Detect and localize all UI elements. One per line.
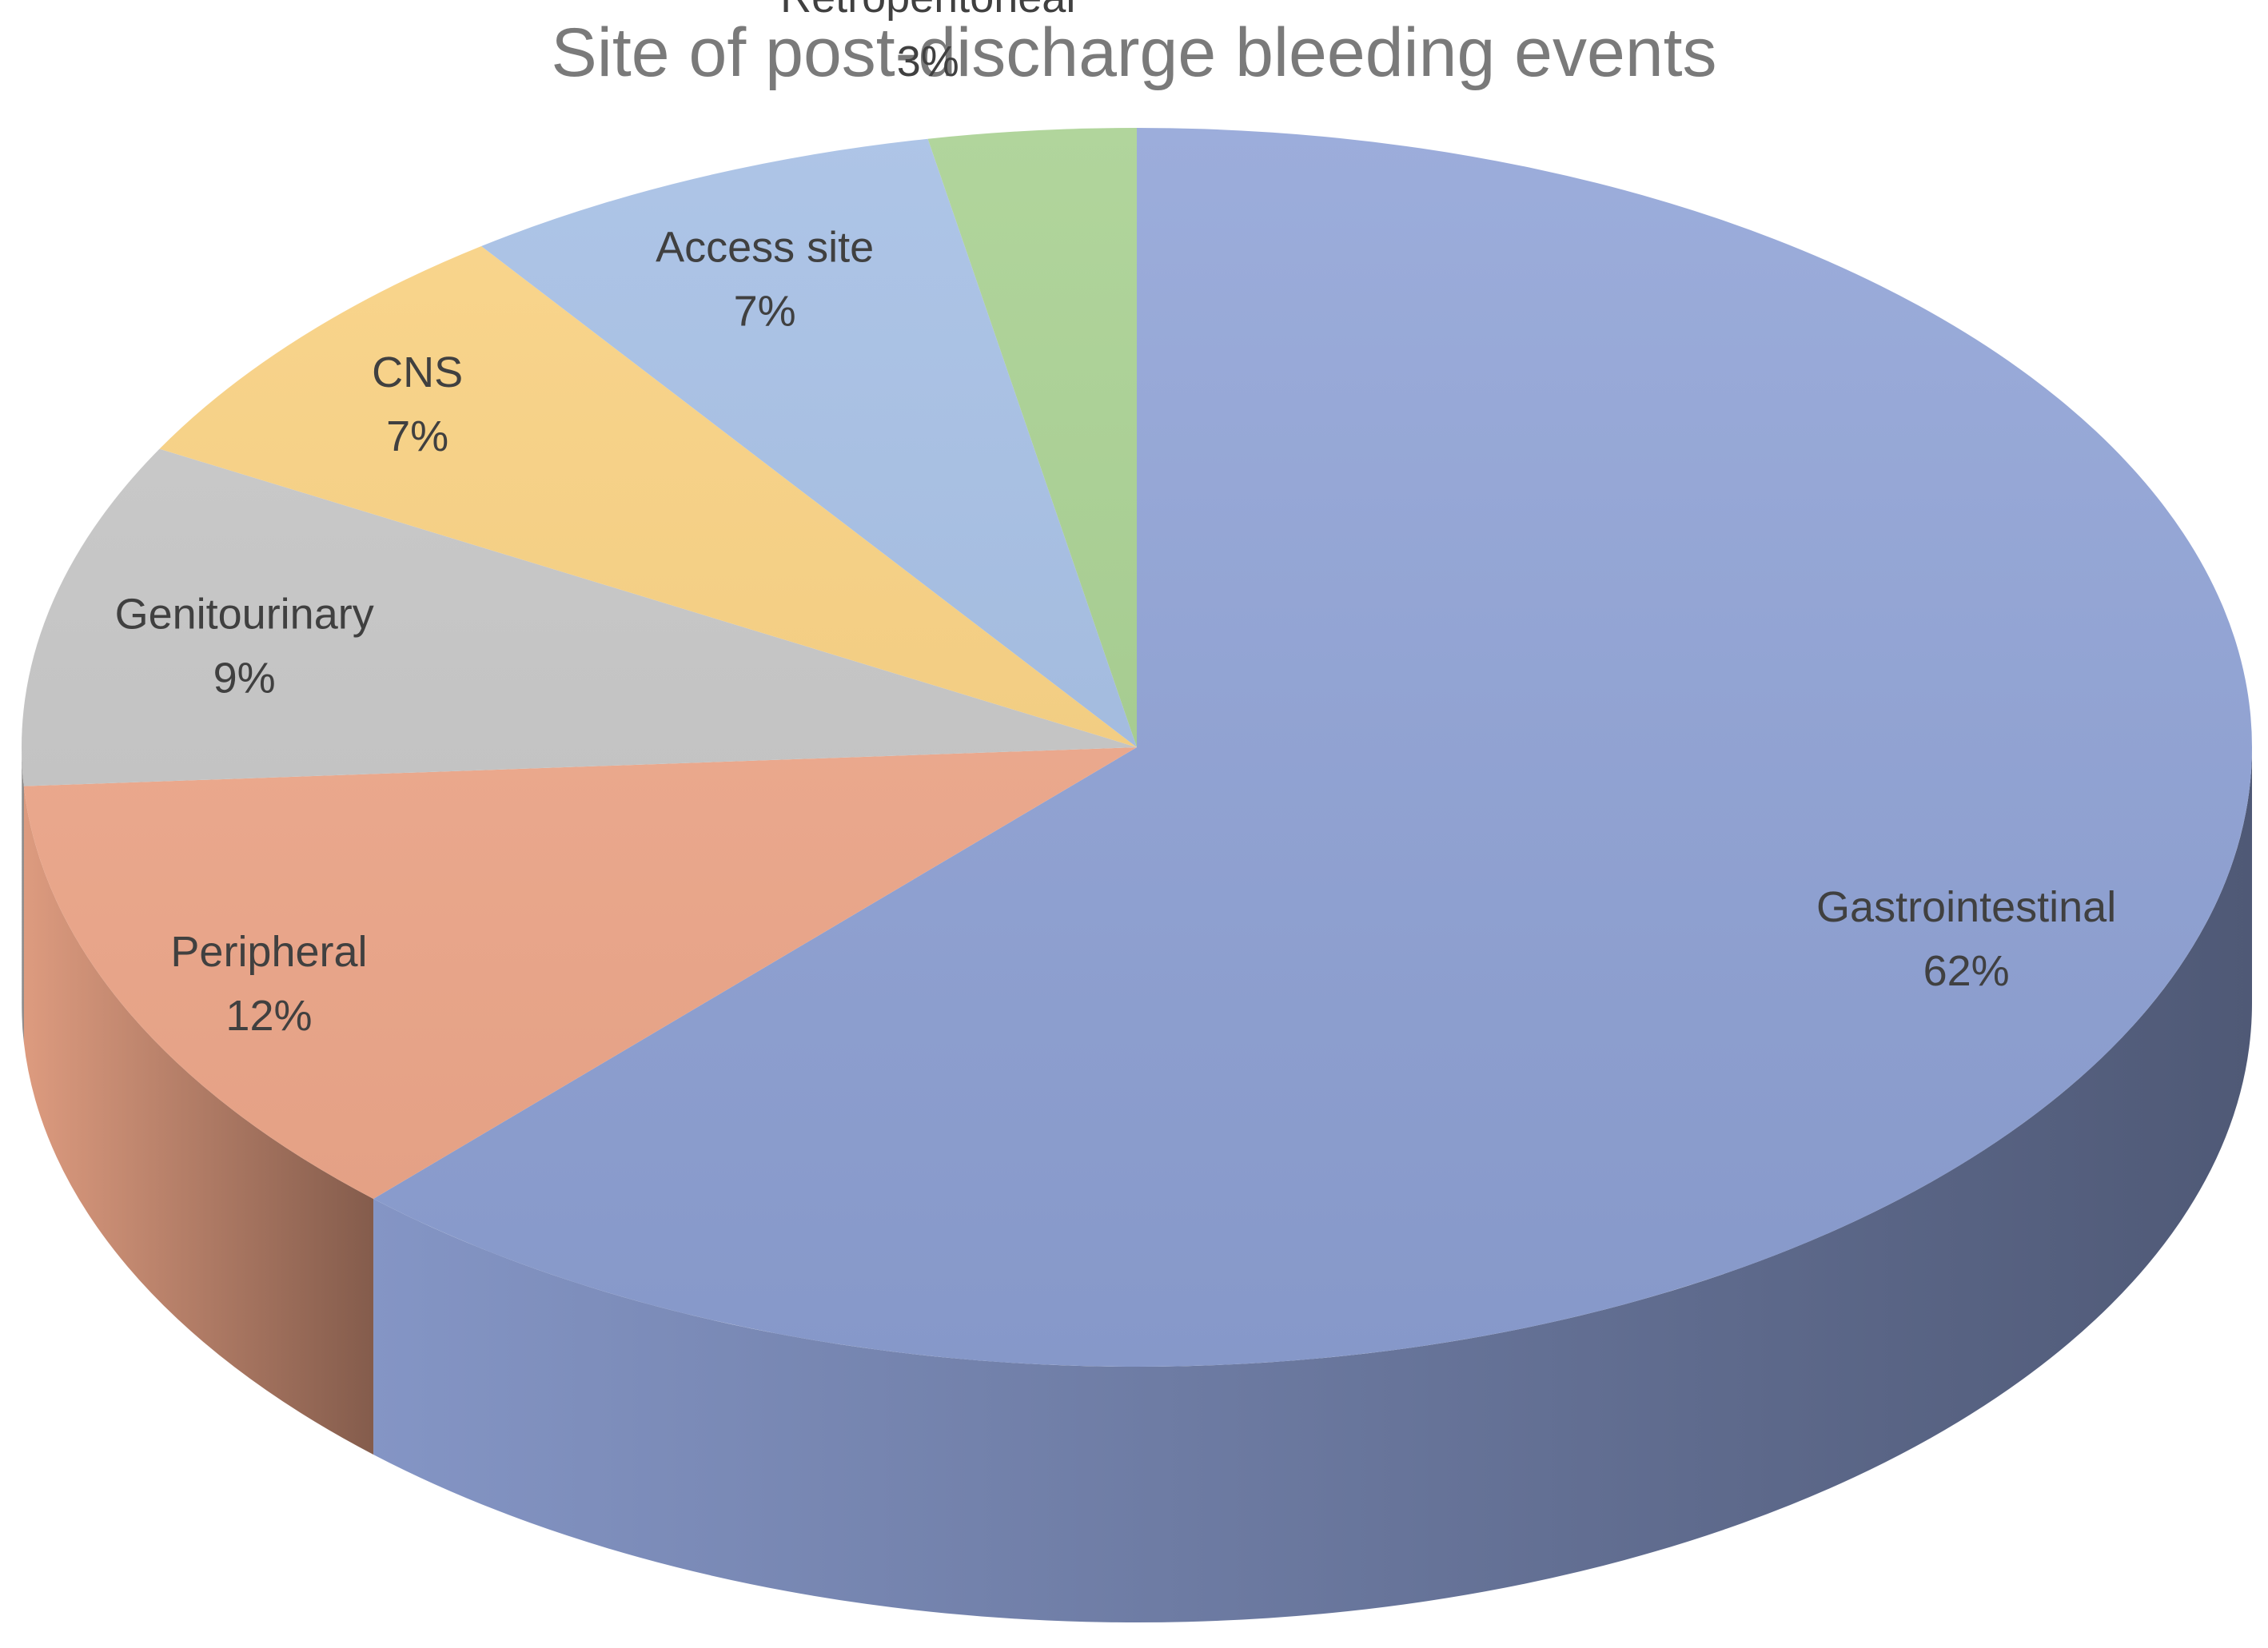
slice-label-peripheral: Peripheral bbox=[170, 928, 367, 976]
slice-value-cns: 7% bbox=[386, 412, 448, 460]
slice-value-access-site: 7% bbox=[734, 288, 796, 336]
pie-top bbox=[22, 128, 2252, 1367]
slice-label-gastrointestinal: Gastrointestinal bbox=[1816, 883, 2116, 931]
slice-value-genitourinary: 9% bbox=[213, 654, 276, 702]
slice-label-cns: CNS bbox=[372, 348, 463, 396]
slice-side-genitourinary bbox=[22, 747, 24, 1042]
slice-gastrointestinal bbox=[373, 128, 2252, 1367]
slice-label-access-site: Access site bbox=[656, 224, 874, 272]
slice-access-site bbox=[481, 138, 1137, 747]
slice-genitourinary bbox=[22, 448, 1138, 786]
slice-value-retroperitoneal: 3% bbox=[897, 38, 959, 86]
slice-label-genitourinary: Genitourinary bbox=[115, 590, 374, 638]
slice-peripheral bbox=[23, 747, 1138, 1199]
slice-labels: Gastrointestinal 62% Peripheral 12% Genitour… bbox=[115, 0, 2117, 1040]
slice-retroperitoneal bbox=[927, 128, 1137, 747]
slice-value-peripheral: 12% bbox=[225, 992, 312, 1040]
chart-title: Site of post-discharge bleeding events bbox=[551, 14, 1717, 91]
slice-cns bbox=[159, 246, 1137, 747]
pie-sides bbox=[22, 747, 2252, 1623]
slice-side-gastrointestinal bbox=[373, 747, 2252, 1623]
slice-label-retroperitoneal: Retroperitoneal bbox=[780, 0, 1075, 22]
slice-value-gastrointestinal: 62% bbox=[1923, 947, 2010, 995]
slice-side-peripheral bbox=[23, 786, 374, 1455]
